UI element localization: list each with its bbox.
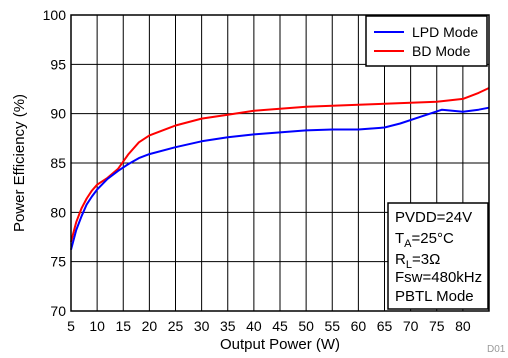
legend-label-bd: BD Mode — [412, 43, 471, 59]
condition-mode: PBTL Mode — [395, 288, 474, 305]
x-tick-label: 20 — [142, 318, 158, 334]
y-tick-label: 70 — [50, 303, 66, 319]
x-tick-labels: 5 10 15 20 25 30 35 40 45 50 55 60 65 70 75 80 — [67, 318, 471, 334]
y-tick-label: 80 — [50, 204, 66, 220]
legend-label-lpd: LPD Mode — [412, 24, 478, 40]
x-tick-label: 70 — [403, 318, 419, 334]
x-tick-label: 5 — [67, 318, 75, 334]
series-lines — [70, 87, 490, 251]
legend: LPD Mode BD Mode — [365, 15, 488, 67]
x-tick-label: 10 — [89, 318, 105, 334]
conditions-box: PVDD=24V TA=25°C RL=3Ω Fsw=480kHz PBTL M… — [387, 202, 489, 310]
y-tick-label: 75 — [50, 254, 66, 270]
condition-fsw: Fsw=480kHz — [395, 269, 482, 286]
x-tick-label: 45 — [272, 318, 288, 334]
x-tick-label: 35 — [220, 318, 236, 334]
y-tick-labels: 70 75 80 85 90 95 100 — [43, 7, 67, 319]
condition-load: RL=3Ω — [395, 251, 440, 271]
x-tick-label: 65 — [377, 318, 393, 334]
figure-id: D01 — [487, 344, 506, 355]
condition-pvdd: PVDD=24V — [395, 209, 472, 226]
x-tick-label: 40 — [246, 318, 262, 334]
x-tick-label: 25 — [168, 318, 184, 334]
x-tick-label: 15 — [115, 318, 131, 334]
legend-box — [365, 15, 488, 67]
plot-frame — [70, 14, 490, 312]
y-tick-label: 90 — [50, 106, 66, 122]
x-tick-label: 80 — [455, 318, 471, 334]
x-axis-label: Output Power (W) — [220, 336, 340, 353]
x-tick-label: 30 — [194, 318, 210, 334]
x-tick-label: 60 — [351, 318, 367, 334]
y-tick-label: 85 — [50, 155, 66, 171]
y-tick-label: 95 — [50, 56, 66, 72]
y-tick-label: 100 — [43, 7, 67, 23]
x-tick-label: 75 — [429, 318, 445, 334]
x-tick-label: 50 — [298, 318, 314, 334]
conditions-frame — [387, 202, 489, 310]
y-axis-label: Power Efficiency (%) — [11, 94, 28, 232]
series-line-lpd — [70, 106, 490, 251]
series-line-bd — [70, 87, 490, 243]
x-tick-label: 55 — [324, 318, 340, 334]
condition-temperature: TA=25°C — [395, 230, 454, 250]
